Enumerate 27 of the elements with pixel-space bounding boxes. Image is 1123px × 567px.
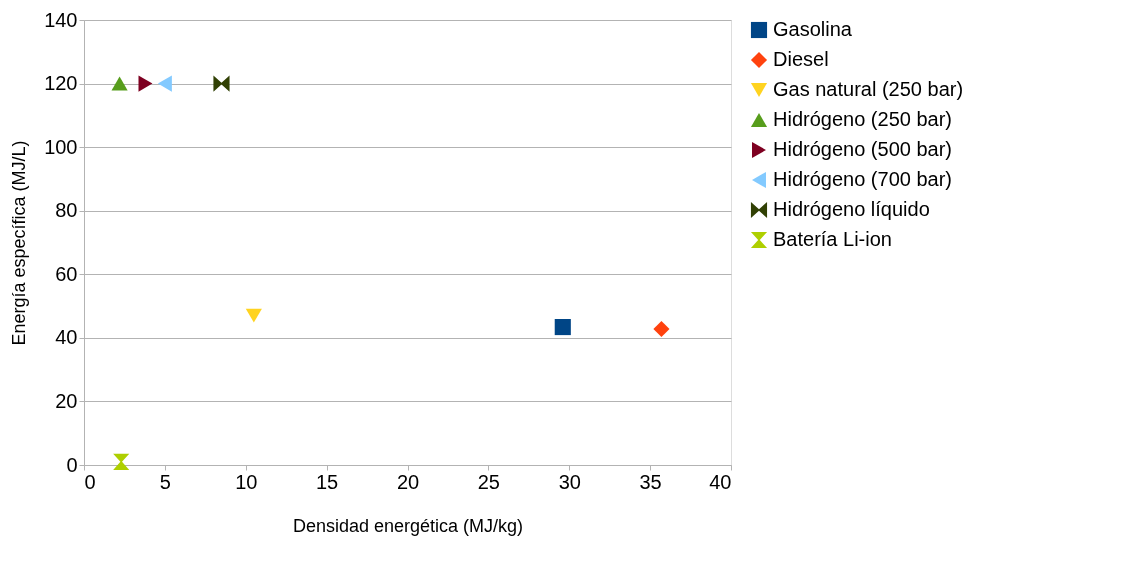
x-tick-label: 10 [235,470,258,493]
legend-label: Hidrógeno (500 bar) [773,138,952,160]
y-tick-label: 80 [55,199,78,222]
y-tick-label: 120 [44,72,78,95]
y-tick-label: 0 [66,453,78,476]
legend-label: Hidrógeno líquido [773,198,930,220]
legend-label: Hidrógeno (250 bar) [773,108,952,130]
legend-label: Batería Li-ion [773,228,892,250]
x-tick-label: 5 [159,470,171,493]
x-tick-label: 30 [558,470,581,493]
x-axis-title: Densidad energética (MJ/kg) [292,515,524,536]
legend-label: Hidrógeno (700 bar) [773,168,952,190]
x-tick-label: 40 [709,470,732,493]
y-tick-label: 100 [44,135,78,158]
x-tick-label: 15 [316,470,339,493]
legend-label: Gasolina [773,18,853,40]
legend-label: Gas natural (250 bar) [773,78,964,100]
legend-label: Diesel [773,48,829,70]
y-tick-label: 140 [44,8,78,31]
x-tick-label: 25 [477,470,500,493]
y-tick-label: 40 [55,326,78,349]
y-axis-title: Energía específica (MJ/L) [9,140,30,346]
x-tick-label: 0 [84,470,96,493]
x-tick-label: 20 [396,470,420,493]
y-tick-label: 60 [55,262,78,285]
x-tick-label: 35 [639,470,662,493]
y-tick-label: 20 [55,389,78,412]
